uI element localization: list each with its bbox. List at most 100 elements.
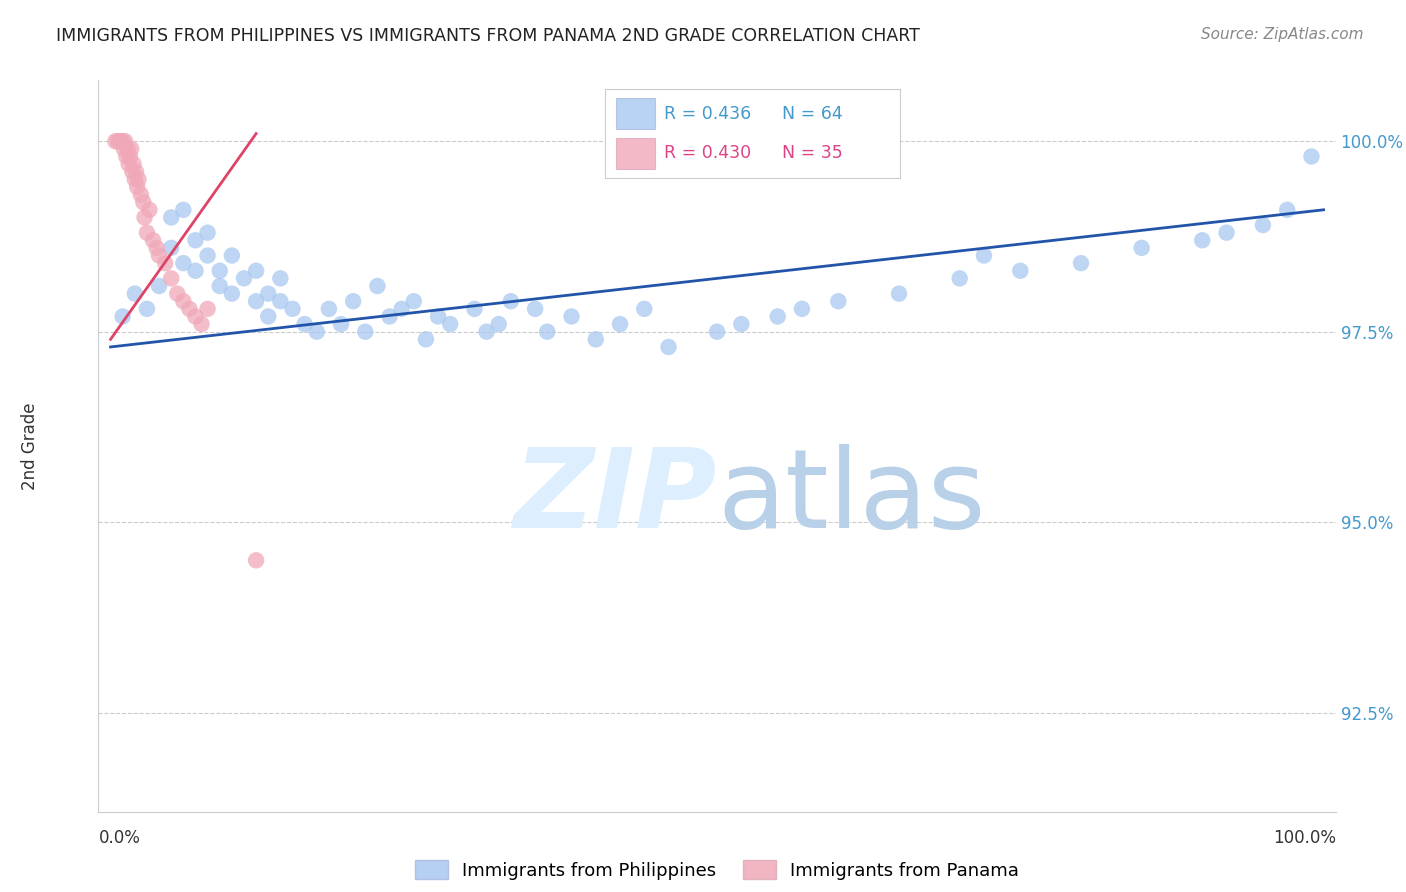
Point (112, 142, 135, 156)
Point (257, 310, 280, 324)
Point (172, 256, 194, 270)
Point (208, 264, 231, 278)
Point (104, 134, 127, 148)
Point (160, 211, 183, 225)
Bar (616, 138, 655, 169)
Point (973, 248, 995, 262)
Point (499, 294, 522, 309)
Point (354, 325, 377, 339)
Point (1070, 256, 1092, 270)
Point (330, 317, 353, 331)
Point (172, 294, 194, 309)
Point (318, 301, 340, 316)
Point (136, 226, 159, 240)
Point (125, 164, 148, 178)
Point (148, 279, 170, 293)
Legend: Immigrants from Philippines, Immigrants from Panama: Immigrants from Philippines, Immigrants … (408, 853, 1026, 887)
Point (160, 271, 183, 285)
Point (402, 294, 425, 309)
Point (1251, 218, 1274, 232)
Point (281, 301, 304, 316)
Point (142, 233, 165, 247)
Point (790, 301, 813, 316)
Point (415, 332, 437, 346)
Text: atlas: atlas (717, 443, 986, 550)
Text: 2nd Grade: 2nd Grade (21, 402, 39, 490)
Point (136, 301, 159, 316)
Point (124, 286, 146, 301)
Point (110, 134, 132, 148)
Point (127, 180, 149, 194)
Point (160, 241, 183, 255)
Point (536, 325, 558, 339)
Point (233, 271, 256, 285)
Point (138, 202, 160, 217)
Point (107, 134, 129, 148)
Text: 0.0%: 0.0% (98, 829, 141, 847)
Point (366, 279, 388, 293)
Point (121, 164, 143, 178)
Point (245, 294, 267, 309)
Point (172, 202, 194, 217)
Point (1010, 264, 1032, 278)
Point (706, 325, 728, 339)
Point (294, 317, 316, 331)
Point (657, 340, 679, 354)
Point (111, 134, 134, 148)
Text: R = 0.430: R = 0.430 (664, 144, 751, 162)
Point (1130, 241, 1153, 255)
Point (391, 301, 413, 316)
Point (184, 233, 207, 247)
Point (120, 142, 142, 156)
Point (134, 211, 156, 225)
Point (197, 301, 219, 316)
Point (1275, 202, 1298, 217)
Text: N = 35: N = 35 (782, 144, 842, 162)
Point (124, 172, 146, 186)
Point (118, 157, 141, 171)
Point (197, 226, 219, 240)
Point (118, 149, 141, 163)
Point (827, 294, 849, 309)
Bar (616, 98, 655, 129)
Point (127, 172, 149, 186)
Point (439, 317, 461, 331)
Point (633, 301, 655, 316)
Point (179, 301, 201, 316)
Text: ZIP: ZIP (513, 443, 717, 550)
Point (208, 279, 231, 293)
Point (949, 271, 972, 285)
Point (1215, 226, 1237, 240)
Point (887, 286, 910, 301)
Point (148, 248, 170, 262)
Point (184, 264, 207, 278)
Point (145, 241, 167, 255)
Point (585, 332, 607, 346)
Point (560, 310, 582, 324)
Text: R = 0.436: R = 0.436 (664, 104, 751, 123)
Point (166, 286, 188, 301)
Point (475, 325, 498, 339)
Point (245, 264, 267, 278)
Point (378, 310, 401, 324)
Point (197, 248, 219, 262)
Point (114, 134, 136, 148)
Point (609, 317, 631, 331)
Point (269, 271, 291, 285)
Point (115, 149, 138, 163)
Point (524, 301, 547, 316)
Point (221, 286, 243, 301)
Point (427, 310, 450, 324)
Point (129, 187, 152, 202)
Point (1301, 149, 1323, 163)
Point (184, 310, 207, 324)
Point (153, 256, 176, 270)
Point (122, 157, 145, 171)
Point (110, 134, 132, 148)
Point (117, 142, 139, 156)
Point (221, 248, 243, 262)
Text: 100.0%: 100.0% (1272, 829, 1336, 847)
Point (269, 294, 291, 309)
Point (111, 310, 134, 324)
Point (463, 301, 485, 316)
